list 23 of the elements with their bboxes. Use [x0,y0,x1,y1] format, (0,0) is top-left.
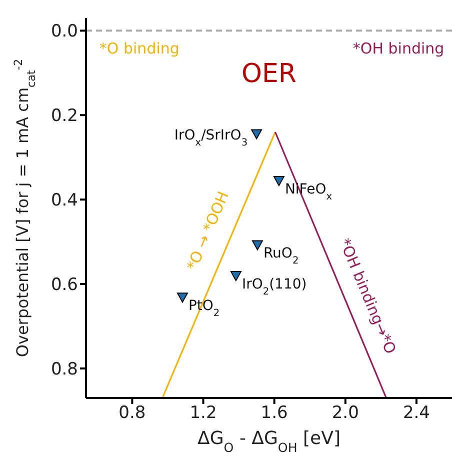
x-tick-label: 0.8 [118,403,146,424]
point [251,129,262,140]
y-tick-label: 0.2 [50,106,78,126]
point [273,176,284,186]
x-tick-label: 1.6 [260,403,288,424]
y-tick-label: 0.8 [50,359,78,380]
y-tick-label: 0.0 [50,22,78,42]
x-axis-title: ΔG$_{O}$ - ΔG$_{OH}$ [eV] [198,428,340,454]
annotation: *O → *OOH [183,188,232,273]
y-tick-label: 0.6 [50,275,78,296]
x-tick-label: 1.2 [190,403,217,424]
series-label: RuO$_{2}$ [263,246,299,266]
x-tick-label: 2.4 [402,403,430,424]
annotation: *O binding [99,40,180,58]
series-label: IrO$_{x}$/SrIrO$_{3}$ [174,128,248,148]
annotation: *OH binding [352,40,444,58]
y-tick-label: 0.4 [50,190,78,211]
text: OER [242,59,296,90]
x-tick-label: 2.0 [332,403,359,424]
point [176,292,188,303]
series-label: IrO$_{2}$(110) [242,276,307,298]
point [252,240,263,250]
point [230,271,242,282]
